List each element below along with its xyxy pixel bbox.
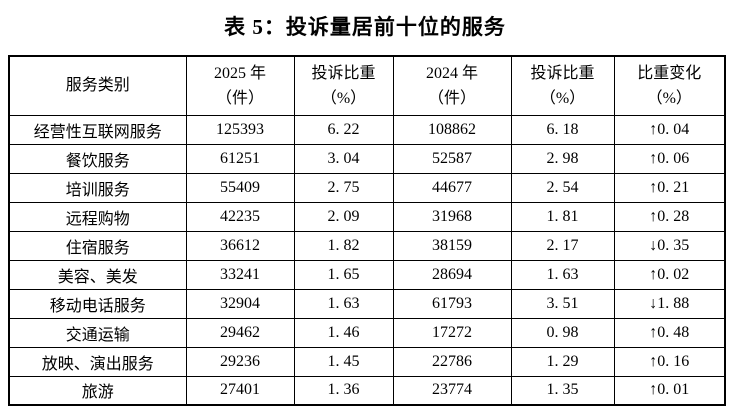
- count-2025-cell: 32904: [185, 288, 295, 319]
- header-label: 比重变化: [637, 64, 702, 82]
- header-unit: （%）: [539, 89, 586, 107]
- service-name-cell: 培训服务: [8, 172, 187, 203]
- share-2025-cell: 6. 22: [293, 114, 394, 145]
- share-2024-cell: 1. 63: [510, 259, 615, 290]
- table-row: 交通运输 29462 1. 46 17272 0. 98 ↑0. 48: [8, 317, 726, 348]
- header-share-change: 比重变化 （%）: [613, 55, 726, 116]
- table-row: 培训服务 55409 2. 75 44677 2. 54 ↑0. 21: [8, 172, 726, 203]
- share-2024-cell: 2. 54: [510, 172, 615, 203]
- share-change-cell: ↑0. 02: [613, 259, 726, 290]
- complaints-table: 服务类别 2025 年 （件） 投诉比重 （%） 2024 年 （件） 投诉比重…: [8, 55, 726, 406]
- share-2024-cell: 1. 35: [510, 375, 615, 406]
- share-change-cell: ↑0. 01: [613, 375, 726, 406]
- header-service-category: 服务类别: [8, 55, 187, 116]
- count-2024-cell: 108862: [392, 114, 512, 145]
- table-row: 远程购物 42235 2. 09 31968 1. 81 ↑0. 28: [8, 201, 726, 232]
- header-unit: （件）: [215, 89, 264, 107]
- table-title: 表 5：投诉量居前十位的服务: [224, 15, 506, 39]
- share-2025-cell: 1. 36: [293, 375, 394, 406]
- share-2025-cell: 1. 65: [293, 259, 394, 290]
- share-change-cell: ↓1. 88: [613, 288, 726, 319]
- header-label: 服务类别: [65, 77, 130, 95]
- share-change-cell: ↑0. 28: [613, 201, 726, 232]
- share-change-cell: ↑0. 21: [613, 172, 726, 203]
- count-2025-cell: 29462: [185, 317, 295, 348]
- share-2025-cell: 1. 82: [293, 230, 394, 261]
- count-2024-cell: 52587: [392, 143, 512, 174]
- service-name-cell: 放映、演出服务: [8, 346, 187, 377]
- table-row: 住宿服务 36612 1. 82 38159 2. 17 ↓0. 35: [8, 230, 726, 261]
- share-2025-cell: 3. 04: [293, 143, 394, 174]
- share-2024-cell: 1. 29: [510, 346, 615, 377]
- count-2024-cell: 38159: [392, 230, 512, 261]
- count-2024-cell: 61793: [392, 288, 512, 319]
- count-2024-cell: 22786: [392, 346, 512, 377]
- share-2024-cell: 2. 17: [510, 230, 615, 261]
- service-name-cell: 美容、美发: [8, 259, 187, 290]
- count-2024-cell: 23774: [392, 375, 512, 406]
- share-change-cell: ↑0. 04: [613, 114, 726, 145]
- count-2025-cell: 61251: [185, 143, 295, 174]
- share-2024-cell: 0. 98: [510, 317, 615, 348]
- count-2024-cell: 31968: [392, 201, 512, 232]
- service-name-cell: 餐饮服务: [8, 143, 187, 174]
- header-unit: （%）: [320, 89, 367, 107]
- share-2025-cell: 1. 45: [293, 346, 394, 377]
- count-2024-cell: 44677: [392, 172, 512, 203]
- header-row: 服务类别 2025 年 （件） 投诉比重 （%） 2024 年 （件） 投诉比重…: [8, 55, 726, 116]
- share-2025-cell: 2. 75: [293, 172, 394, 203]
- count-2025-cell: 42235: [185, 201, 295, 232]
- header-label: 投诉比重: [530, 64, 595, 82]
- count-2025-cell: 33241: [185, 259, 295, 290]
- count-2025-cell: 27401: [185, 375, 295, 406]
- table-row: 美容、美发 33241 1. 65 28694 1. 63 ↑0. 02: [8, 259, 726, 290]
- header-2025-share: 投诉比重 （%）: [293, 55, 394, 116]
- count-2025-cell: 29236: [185, 346, 295, 377]
- table-row: 旅游 27401 1. 36 23774 1. 35 ↑0. 01: [8, 375, 726, 406]
- count-2025-cell: 36612: [185, 230, 295, 261]
- table-row: 餐饮服务 61251 3. 04 52587 2. 98 ↑0. 06: [8, 143, 726, 174]
- share-2025-cell: 2. 09: [293, 201, 394, 232]
- header-label: 2024 年: [425, 64, 478, 82]
- share-2024-cell: 1. 81: [510, 201, 615, 232]
- header-label: 2025 年: [213, 64, 266, 82]
- share-2024-cell: 3. 51: [510, 288, 615, 319]
- table-row: 移动电话服务 32904 1. 63 61793 3. 51 ↓1. 88: [8, 288, 726, 319]
- share-2025-cell: 1. 46: [293, 317, 394, 348]
- table-row: 经营性互联网服务 125393 6. 22 108862 6. 18 ↑0. 0…: [8, 114, 726, 145]
- service-name-cell: 远程购物: [8, 201, 187, 232]
- header-unit: （%）: [646, 89, 692, 107]
- header-label: 投诉比重: [311, 64, 376, 82]
- share-2024-cell: 6. 18: [510, 114, 615, 145]
- header-2024-share: 投诉比重 （%）: [510, 55, 615, 116]
- share-change-cell: ↑0. 06: [613, 143, 726, 174]
- service-name-cell: 移动电话服务: [8, 288, 187, 319]
- count-2024-cell: 28694: [392, 259, 512, 290]
- share-change-cell: ↑0. 48: [613, 317, 726, 348]
- service-name-cell: 住宿服务: [8, 230, 187, 261]
- count-2025-cell: 125393: [185, 114, 295, 145]
- header-2025-count: 2025 年 （件）: [185, 55, 295, 116]
- table-row: 放映、演出服务 29236 1. 45 22786 1. 29 ↑0. 16: [8, 346, 726, 377]
- share-change-cell: ↑0. 16: [613, 346, 726, 377]
- header-2024-count: 2024 年 （件）: [392, 55, 512, 116]
- service-name-cell: 旅游: [8, 375, 187, 406]
- service-name-cell: 交通运输: [8, 317, 187, 348]
- count-2024-cell: 17272: [392, 317, 512, 348]
- header-unit: （件）: [427, 89, 476, 107]
- share-2025-cell: 1. 63: [293, 288, 394, 319]
- share-2024-cell: 2. 98: [510, 143, 615, 174]
- service-name-cell: 经营性互联网服务: [8, 114, 187, 145]
- share-change-cell: ↓0. 35: [613, 230, 726, 261]
- count-2025-cell: 55409: [185, 172, 295, 203]
